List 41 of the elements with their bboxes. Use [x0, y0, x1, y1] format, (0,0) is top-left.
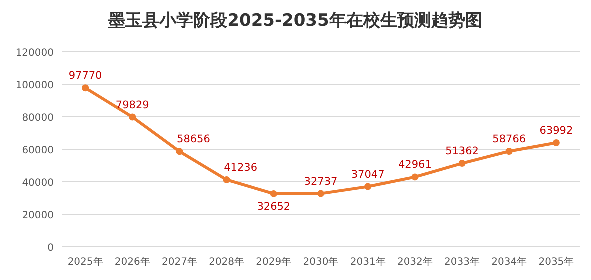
point	[364, 183, 372, 190]
y-tick-label: 120000	[16, 48, 54, 59]
point	[129, 114, 136, 121]
point	[506, 148, 513, 156]
data-label: 51362	[446, 146, 479, 158]
x-tick-label: 2025年	[68, 256, 104, 268]
x-tick-label: 2029年	[256, 256, 292, 268]
x-tick-label: 2027年	[162, 256, 198, 268]
point	[412, 174, 419, 181]
y-tick-label: 0	[48, 243, 54, 254]
x-tick-label: 2033年	[444, 256, 480, 268]
x-tick-label: 2035年	[538, 256, 574, 268]
data-label: 58656	[177, 134, 211, 146]
data-label: 41236	[224, 162, 258, 174]
point	[318, 190, 324, 198]
x-tick-label: 2026年	[114, 256, 150, 268]
point	[270, 190, 278, 198]
data-label: 97770	[68, 70, 102, 82]
y-tick-label: 80000	[22, 113, 54, 124]
chart-title: 墨玉县小学阶段2025-2035年在校生预测趋势图	[108, 11, 482, 31]
point	[223, 176, 230, 184]
x-tick-label: 2031年	[350, 256, 386, 268]
data-label: 58766	[492, 134, 526, 146]
point	[552, 140, 560, 147]
x-tick-label: 2034年	[492, 256, 528, 268]
point	[176, 148, 184, 156]
data-label: 63992	[540, 125, 574, 138]
y-tick-label: 20000	[22, 210, 54, 222]
data-label: 37047	[351, 168, 385, 181]
y-tick-label: 100000	[16, 80, 54, 92]
x-tick-label: 2032年	[397, 256, 433, 268]
data-label: 32737	[304, 176, 338, 188]
point	[82, 84, 90, 92]
x-tick-label: 2030年	[303, 256, 339, 268]
data-label: 32652	[257, 200, 291, 213]
point	[458, 160, 466, 168]
data-label: 42961	[398, 159, 432, 172]
y-tick-label: 40000	[22, 178, 54, 189]
y-tick-label: 60000	[22, 146, 54, 156]
x-tick-label: 2028年	[209, 256, 245, 268]
data-label: 79829	[116, 99, 150, 112]
